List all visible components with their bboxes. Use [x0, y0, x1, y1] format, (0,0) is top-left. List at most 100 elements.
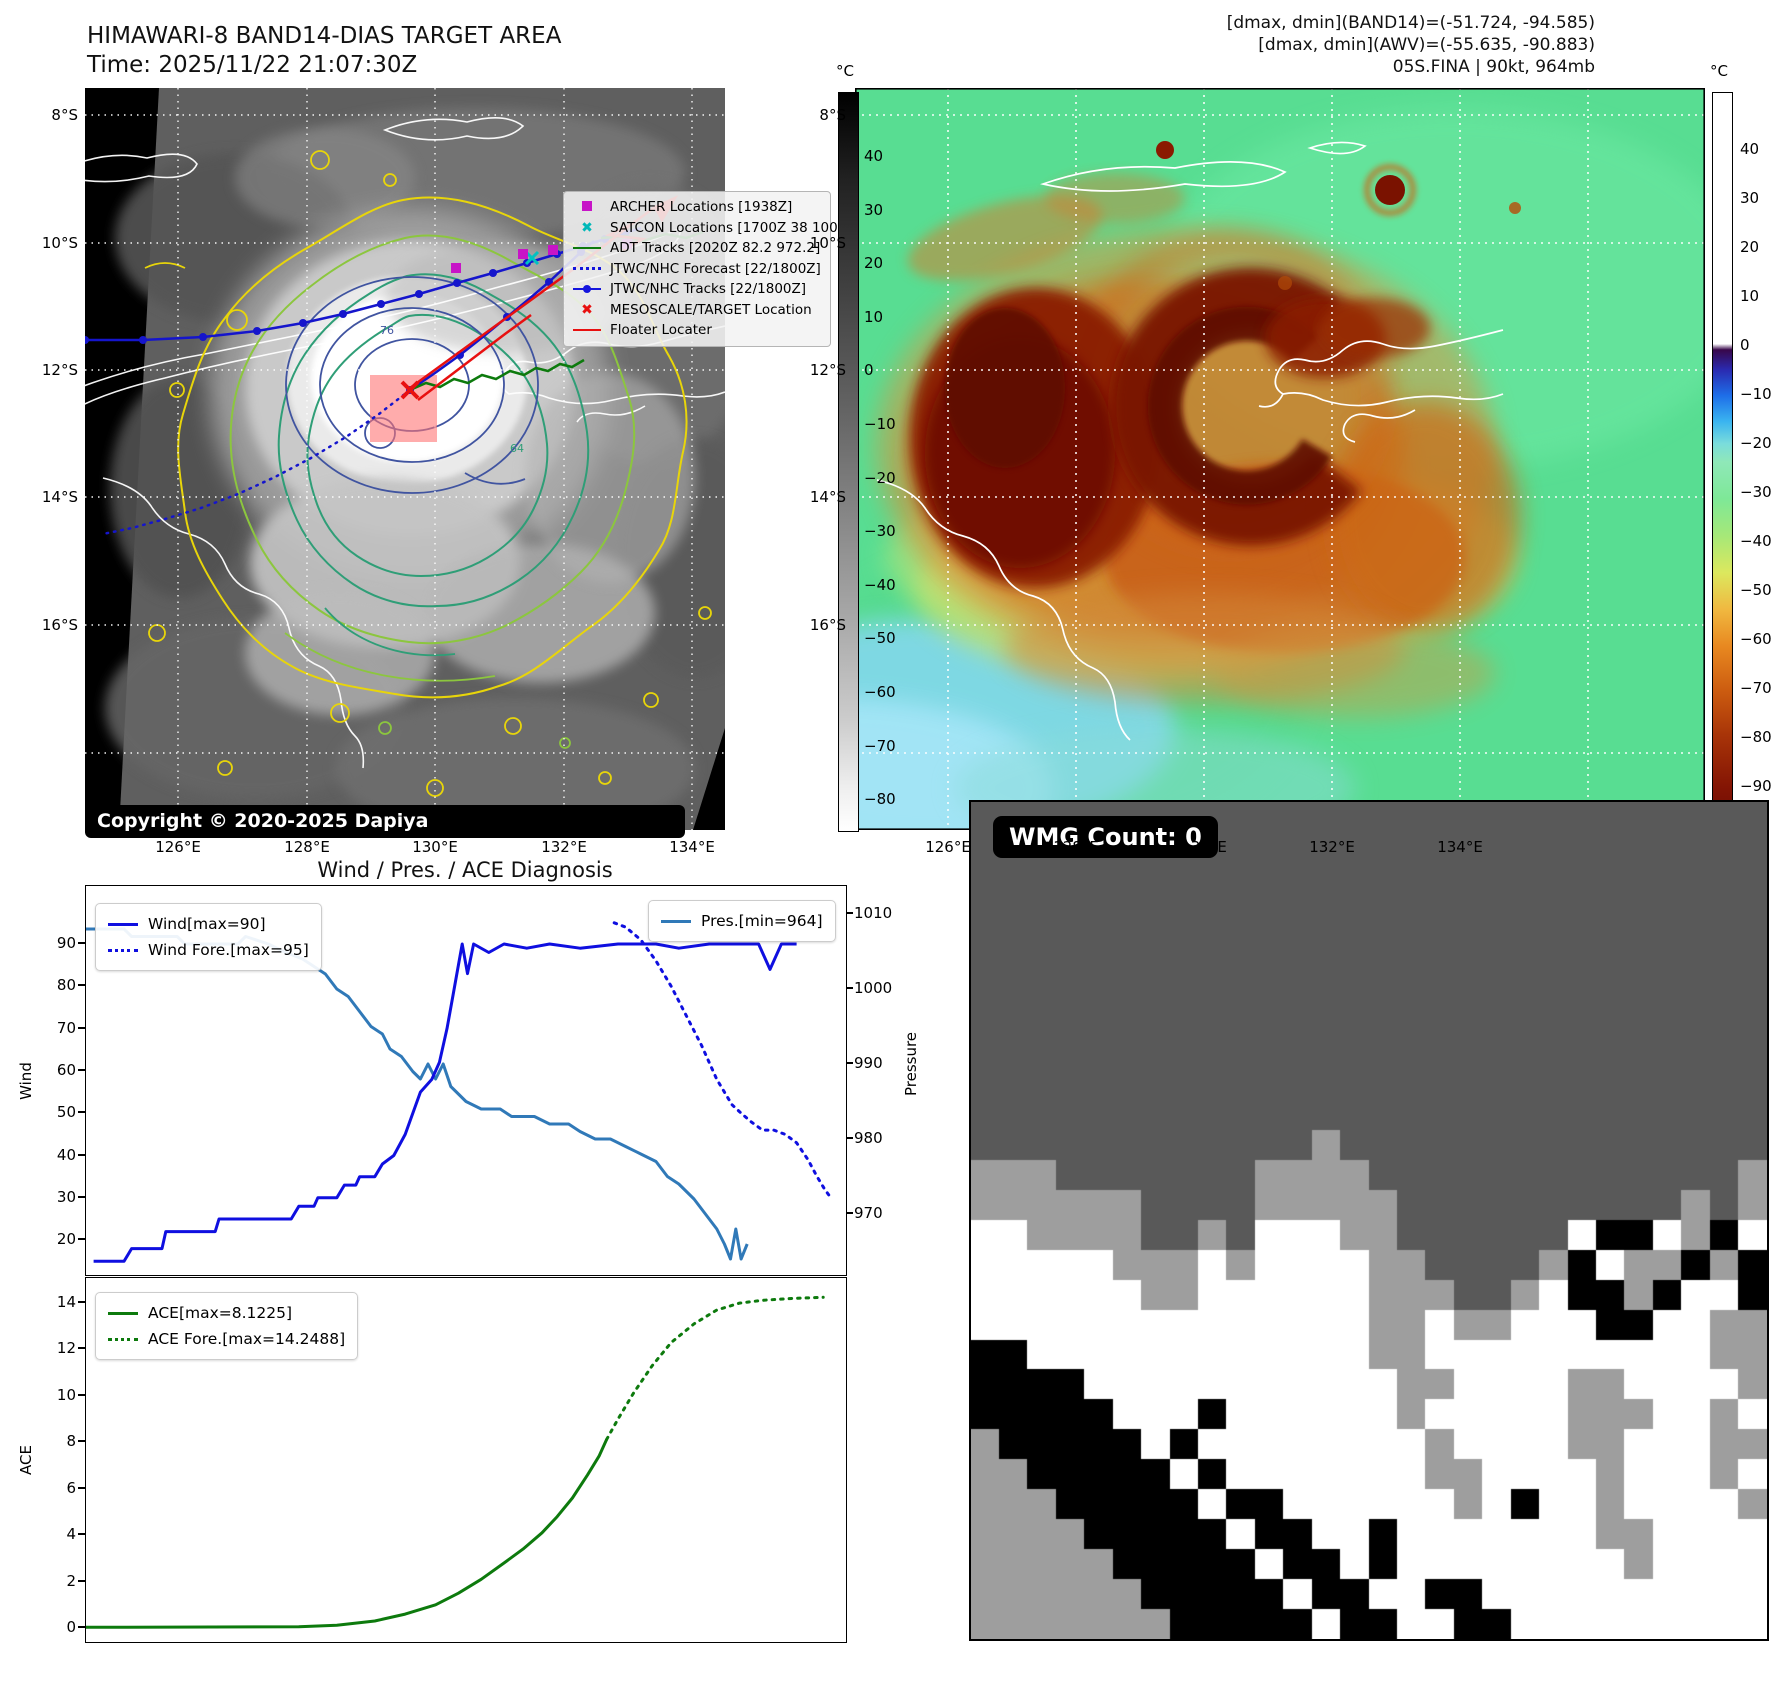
awv-colorbar-tick: −40 [1740, 532, 1772, 550]
ace-fore-line-sample [108, 1337, 138, 1341]
info-dmax-band14: [dmax, dmin](BAND14)=(-51.724, -94.585) [1226, 13, 1595, 33]
awv-colorbar-tick: −30 [1740, 483, 1772, 501]
ir-colorbar-tick: −10 [864, 415, 896, 433]
map-legend-item: ARCHER Locations [1938Z] [572, 197, 822, 218]
pressure-axis-tick: 970 [854, 1204, 883, 1222]
ace-axis-tick: 14 [56, 1293, 76, 1312]
map-legend-label: MESOSCALE/TARGET Location [610, 301, 812, 318]
wind-axis-tick: 40 [56, 1145, 76, 1164]
map-legend-item: Floater Locater [572, 320, 822, 341]
wind-axis-tick: 50 [56, 1103, 76, 1122]
wmg-panel: WMG Count: 0 [969, 800, 1769, 1641]
cyan-x-icon: ✖ [581, 219, 593, 236]
awv-colorbar-tick: −20 [1740, 434, 1772, 452]
awv-colorbar-tick: −10 [1740, 385, 1772, 403]
ir-colorbar-tick: 20 [864, 254, 884, 273]
info-dmax-awv: [dmax, dmin](AWV)=(-55.635, -90.883) [1258, 35, 1595, 55]
right-map-lat-label: 14°S [809, 488, 846, 506]
wind-axis-tickmark [78, 1068, 85, 1071]
map-legend-item: JTWC/NHC Forecast [22/1800Z] [572, 259, 822, 280]
right-map-lon-label: 128°E [1053, 838, 1099, 856]
map-gridlines [855, 88, 1705, 830]
left-map-lat-label: 14°S [41, 488, 78, 506]
wind-axis-tick: 60 [56, 1060, 76, 1079]
wind-axis-tickmark [78, 1026, 85, 1029]
band14-ir-map: 76 64 [85, 88, 852, 830]
left-map-lat-label: 8°S [51, 106, 78, 124]
wind-axis-tickmark [78, 942, 85, 944]
left-map-lat-label: 12°S [41, 361, 78, 379]
map-legend-label: ADT Tracks [2020Z 82.2 972.2] [610, 240, 821, 257]
title-line1: HIMAWARI-8 BAND14-DIAS TARGET AREA [87, 23, 562, 49]
pressure-axis-tickmark [846, 987, 853, 989]
left-map-lon-label: 126°E [155, 838, 201, 856]
pressure-line [86, 927, 749, 1261]
wind-axis-tickmark [78, 1153, 85, 1156]
ace-axis-tickmark [78, 1533, 85, 1536]
awv-colorbar-tick: −90 [1740, 777, 1772, 795]
wind-axis-tick: 80 [56, 976, 76, 995]
ace-line-sample [108, 1311, 138, 1315]
pressure-axis-tick: 990 [854, 1054, 883, 1072]
wind-legend-row: Wind[max=90] [108, 911, 309, 937]
contour-label-64: 64 [510, 442, 524, 455]
wind-axis-tickmark [78, 1195, 85, 1198]
green-line-icon [572, 240, 602, 256]
ir-colorbar-tick: −80 [864, 790, 896, 809]
wind-axis-tick: 30 [56, 1187, 76, 1206]
wind-line-sample [108, 922, 138, 926]
right-map-lat-label: 12°S [809, 361, 846, 379]
blue-line-dot-icon [572, 281, 602, 297]
awv-colorbar-tick: −80 [1740, 728, 1772, 746]
mesoscale-target-x-icon [400, 380, 420, 400]
ir-colorbar-tick: 0 [864, 361, 874, 380]
wind-fore-line-sample [108, 948, 138, 952]
ir-colorbar-tick: −40 [864, 575, 896, 594]
awv-colorbar-tick: −50 [1740, 581, 1772, 599]
awv-colorbar-tick: −70 [1740, 679, 1772, 697]
header-info: [dmax, dmin](BAND14)=(-51.724, -94.585) … [1227, 12, 1595, 78]
left-map-lat-label: 16°S [41, 616, 78, 634]
awv-colorbar-tick: 40 [1740, 140, 1760, 158]
blue-dotted-line-icon [572, 261, 602, 277]
ir-colorbar-tick: −50 [864, 629, 896, 648]
ir-colorbar-tick: 30 [864, 200, 884, 219]
ace-legend-row: ACE[max=8.1225] [108, 1300, 345, 1326]
right-map-lon-label: 134°E [1437, 838, 1483, 856]
awv-colorbar-tick: 10 [1740, 287, 1760, 305]
map-gridlines [85, 88, 725, 830]
ace-legend-label: ACE[max=8.1225] [148, 1304, 293, 1322]
map-legend-label: JTWC/NHC Tracks [22/1800Z] [610, 281, 807, 298]
wind-fore-legend-row: Wind Fore.[max=95] [108, 937, 309, 963]
map-legend-item: ✖ SATCON Locations [1700Z 38 1000] [572, 218, 851, 239]
pressure-axis-tickmark [846, 1062, 853, 1064]
ace-axis-tickmark [78, 1440, 85, 1443]
map-legend-item: JTWC/NHC Tracks [22/1800Z] [572, 279, 822, 300]
magenta-square-icon [572, 199, 602, 215]
awv-colorbar-tick: 30 [1740, 189, 1760, 207]
awv-field [855, 108, 1705, 830]
map-legend-label: Floater Locater [610, 322, 712, 339]
left-map-lon-label: 132°E [541, 838, 587, 856]
wind-axis-tickmark [78, 1111, 85, 1114]
wind-forecast-line [612, 921, 833, 1200]
awv-color-map [855, 88, 1705, 830]
ace-axis-tickmark [78, 1626, 85, 1628]
ace-axis-tickmark [78, 1301, 85, 1304]
map-legend: ARCHER Locations [1938Z] ✖ SATCON Location… [563, 191, 852, 347]
left-map-lon-label: 134°E [669, 838, 715, 856]
awv-colorbar-tick: −60 [1740, 630, 1772, 648]
ace-axis-tickmark [78, 1393, 85, 1396]
ace-axis-tick: 4 [66, 1525, 76, 1544]
wind-line [93, 942, 797, 1263]
pressure-axis-tick: 980 [854, 1129, 883, 1147]
ace-fore-legend-label: ACE Fore.[max=14.2488] [148, 1330, 346, 1348]
ace-axis-tick: 6 [66, 1478, 76, 1497]
ace-legend: ACE[max=8.1225] ACE Fore.[max=14.2488] [95, 1292, 359, 1360]
wind-axis-tickmark [78, 1238, 85, 1241]
ir-colorbar-tick: 40 [864, 147, 884, 165]
title-line2: Time: 2025/11/22 21:07:30Z [87, 52, 418, 78]
copyright-bar: Copyright © 2020-2025 Dapiya [85, 805, 685, 838]
ace-axis-tick: 10 [56, 1385, 76, 1404]
coastlines [876, 141, 1504, 741]
